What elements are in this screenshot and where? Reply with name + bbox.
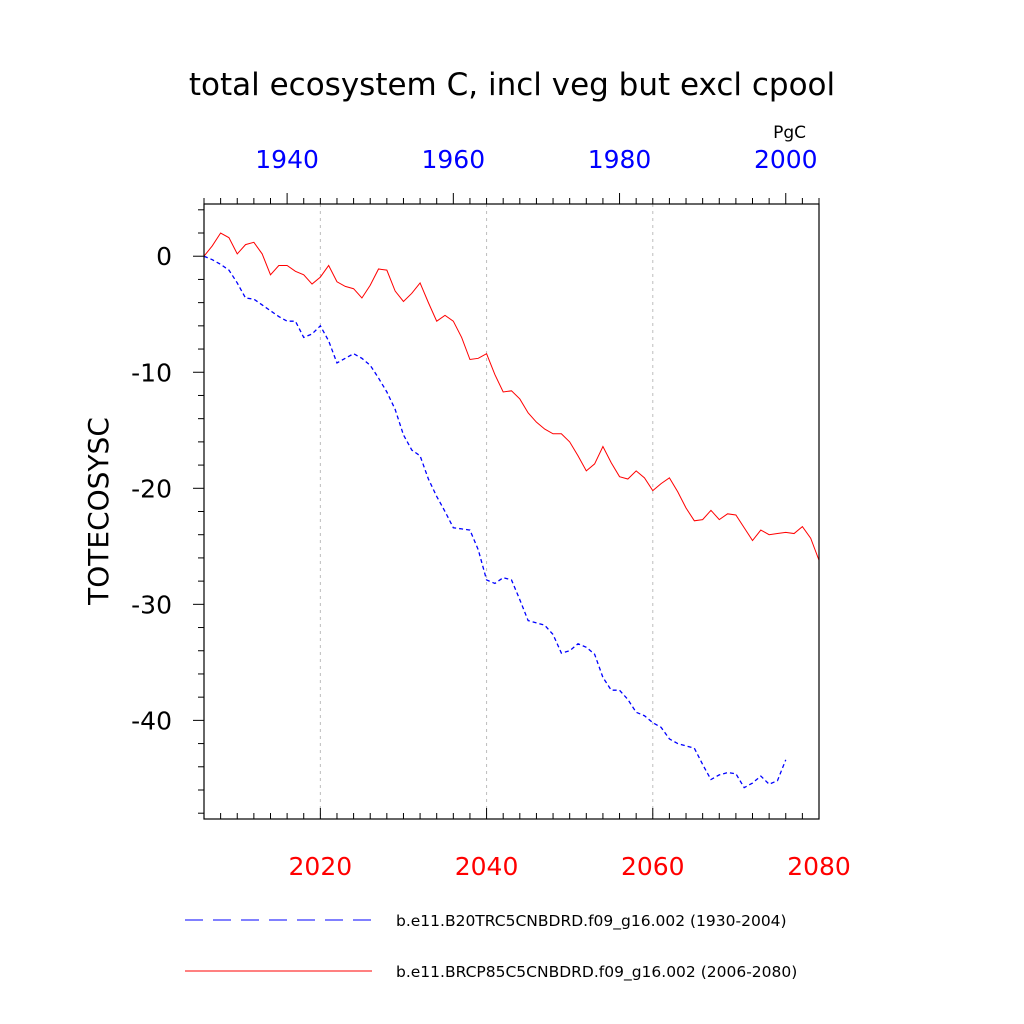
series-lines — [203, 232, 820, 789]
y-tick-label: 0 — [156, 242, 172, 271]
top-x-tick-label: 1980 — [588, 145, 652, 174]
grid-lines — [319, 204, 654, 819]
units-label: PgC — [773, 123, 806, 143]
y-tick-label: -40 — [131, 706, 172, 735]
series-line-0 — [203, 255, 787, 789]
chart-title: total ecosystem C, incl veg but excl cpo… — [189, 67, 835, 103]
series-line-1 — [203, 232, 820, 561]
y-tick-label: -10 — [131, 358, 172, 387]
top-x-tick-label: 1960 — [422, 145, 486, 174]
top-x-tick-label: 1940 — [255, 145, 319, 174]
legend: b.e11.B20TRC5CNBDRD.f09_g16.002 (1930-20… — [185, 912, 797, 982]
axis-ticks — [193, 193, 820, 819]
x-tick-label: 2060 — [621, 852, 685, 881]
y-axis-label: TOTECOSYSC — [82, 417, 115, 606]
top-x-tick-label: 2000 — [754, 145, 818, 174]
x-tick-label: 2080 — [787, 852, 851, 881]
x-tick-label: 2020 — [289, 852, 353, 881]
legend-label-rcp85: b.e11.BRCP85C5CNBDRD.f09_g16.002 (2006-2… — [396, 963, 797, 982]
y-tick-label: -20 — [131, 474, 172, 503]
y-tick-label: -30 — [131, 590, 172, 619]
tick-labels: 2020 2040 2060 2080 1940 1960 1980 2000 0 -10 -20 -… — [131, 145, 851, 881]
legend-label-historical: b.e11.B20TRC5CNBDRD.f09_g16.002 (1930-20… — [396, 912, 787, 931]
x-tick-label: 2040 — [455, 852, 519, 881]
